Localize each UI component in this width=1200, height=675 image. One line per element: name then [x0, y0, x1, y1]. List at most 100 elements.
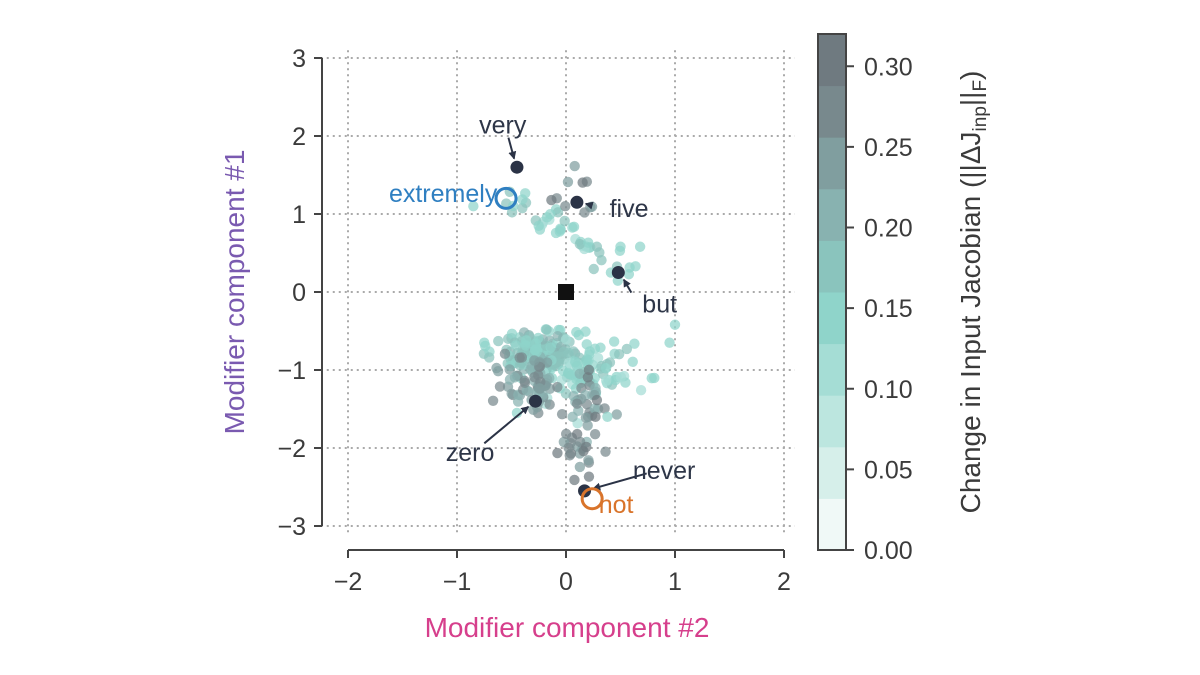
highlight-point-zero — [528, 394, 542, 408]
y-tick-label: 0 — [292, 279, 306, 307]
scatter-point — [621, 343, 633, 355]
origin-marker — [558, 284, 574, 300]
annotation-label-never: never — [633, 457, 696, 485]
annotation-arrow — [622, 278, 633, 294]
colorbar-tick-label: 0.25 — [864, 134, 913, 162]
annotation-arrow — [592, 472, 647, 491]
annotation-label-not: not — [599, 491, 634, 519]
highlight-point-very — [510, 160, 524, 174]
scatter-point — [590, 411, 601, 423]
scatter-point — [534, 383, 545, 394]
scatter-point — [533, 220, 544, 232]
ring-point-not — [580, 487, 604, 511]
scatter-point — [552, 447, 563, 459]
scatter-point — [493, 335, 504, 347]
colorbar-label-part: inp — [970, 106, 991, 131]
colorbar-level — [818, 395, 846, 448]
annotation-arrow — [584, 201, 594, 210]
ring-point-extremely — [494, 186, 518, 210]
x-axis-label: Modifier component #2 — [425, 612, 710, 643]
scatter-point — [664, 337, 675, 348]
annotation-arrow — [483, 405, 530, 445]
x-tick-label: −2 — [334, 568, 363, 596]
scatter-point — [499, 348, 511, 360]
scatter-point — [516, 352, 528, 363]
y-tick-label: −3 — [277, 513, 306, 541]
scatter-point — [602, 411, 613, 422]
scatter-point — [571, 398, 583, 409]
scatter-point — [556, 408, 568, 420]
scatter-point — [574, 238, 586, 250]
colorbar-tick-label: 0.15 — [864, 295, 913, 323]
annotations: very five but zero never extremely not — [389, 111, 695, 519]
colorbar-tick-label: 0.05 — [864, 456, 913, 484]
scatter-point — [588, 263, 599, 275]
scatter-point — [583, 349, 595, 360]
scatter-point — [578, 445, 589, 457]
scatter-point — [571, 428, 583, 440]
scatter-point — [574, 368, 585, 379]
colorbar-level — [818, 240, 846, 293]
scatter-point — [615, 241, 626, 252]
colorbar-tick-label: 0.30 — [864, 53, 913, 81]
scatter-point — [600, 362, 612, 374]
scatter-point — [627, 356, 638, 367]
y-tick-label: −1 — [277, 357, 306, 385]
scatter-point — [580, 326, 591, 337]
x-tick-label: −1 — [443, 568, 472, 596]
colorbar-tick-label: 0.20 — [864, 215, 913, 243]
scatter-point — [506, 328, 518, 340]
scatter-point — [569, 160, 580, 172]
scatter-point — [615, 371, 627, 383]
colorbar-level — [818, 343, 846, 396]
x-tick-label: 2 — [777, 568, 791, 596]
scatter-point — [563, 442, 574, 454]
colorbar-label: Change in Input Jacobian (||ΔJinp||F) — [955, 71, 991, 514]
scatter-point — [635, 385, 647, 396]
scatter-point — [583, 237, 594, 248]
scatter-point — [567, 222, 578, 233]
scatter-point — [567, 411, 578, 423]
scatter-point — [560, 428, 572, 440]
colorbar-label-part: F — [970, 80, 991, 92]
y-axis-label: Modifier component #1 — [219, 150, 250, 435]
colorbar-tick-label: 0.10 — [864, 376, 913, 404]
scatter-point — [630, 261, 641, 272]
highlight-point-but — [611, 266, 625, 279]
scatter-point — [560, 334, 572, 345]
scatter-point — [592, 352, 604, 364]
scatter-point — [487, 395, 499, 406]
scatter-point — [519, 377, 531, 389]
scatter-point — [600, 446, 611, 457]
colorbar-level — [818, 137, 846, 190]
y-tick-label: 3 — [292, 45, 306, 73]
scatter-point — [552, 381, 563, 393]
scatter-point — [594, 247, 605, 258]
scatter-point — [586, 201, 598, 212]
colorbar-tick-label: 0.00 — [864, 537, 913, 565]
scatter-point — [468, 201, 479, 212]
scatter-point — [583, 364, 595, 376]
annotation-arrow — [507, 137, 517, 160]
scatter-point — [582, 420, 593, 431]
scatter-point — [520, 340, 531, 351]
scatter-point — [591, 394, 603, 406]
scatter-point — [574, 461, 586, 473]
scatter-point — [571, 326, 582, 338]
scatter-point — [484, 352, 495, 363]
scatter-point — [569, 474, 580, 486]
scatter-point — [494, 381, 506, 392]
scatter-point — [623, 269, 635, 280]
axes: −3 −2 −1 0 1 2 3 −2 −1 0 1 2 — [277, 45, 790, 596]
scatter-point — [557, 365, 569, 376]
scatter-point — [530, 338, 542, 349]
scatter-point — [529, 355, 540, 366]
scatter-point — [580, 412, 592, 423]
scatter-point — [649, 372, 660, 384]
x-tick-label: 0 — [559, 568, 573, 596]
annotation-label-but: but — [642, 291, 677, 319]
scatter-point — [583, 455, 594, 466]
annotation-label-five: five — [610, 195, 649, 223]
scatter-point — [577, 177, 588, 188]
